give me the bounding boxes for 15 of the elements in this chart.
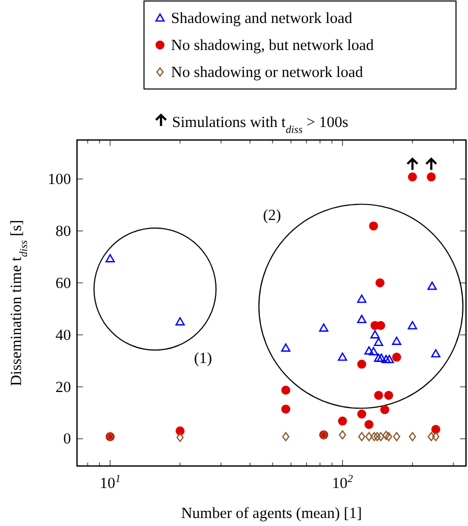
y-tick-label: 0	[63, 430, 72, 448]
x-tick-label: 10$^{2}$	[332, 473, 354, 492]
y-tick-label: 60	[56, 274, 72, 292]
legend-label: No shadowing or network load	[171, 64, 364, 81]
y-tick-label: 100	[48, 170, 72, 188]
annotation: (1)	[194, 350, 212, 367]
legend-label: Shadowing and network load	[171, 10, 352, 27]
x-axis-title: Number of agents (mean) [1]	[181, 505, 362, 522]
y-tick-label: 40	[56, 326, 72, 344]
y-tick-label: 20	[56, 378, 72, 396]
annotation: (2)	[262, 207, 282, 224]
y-tick-label: 80	[56, 222, 72, 240]
x-tick-label: 10$^{1}$	[100, 473, 121, 492]
text: Simulations with t$_{diss}$ > 100s	[172, 114, 348, 136]
legend-label: No shadowing, but network load	[171, 37, 374, 54]
